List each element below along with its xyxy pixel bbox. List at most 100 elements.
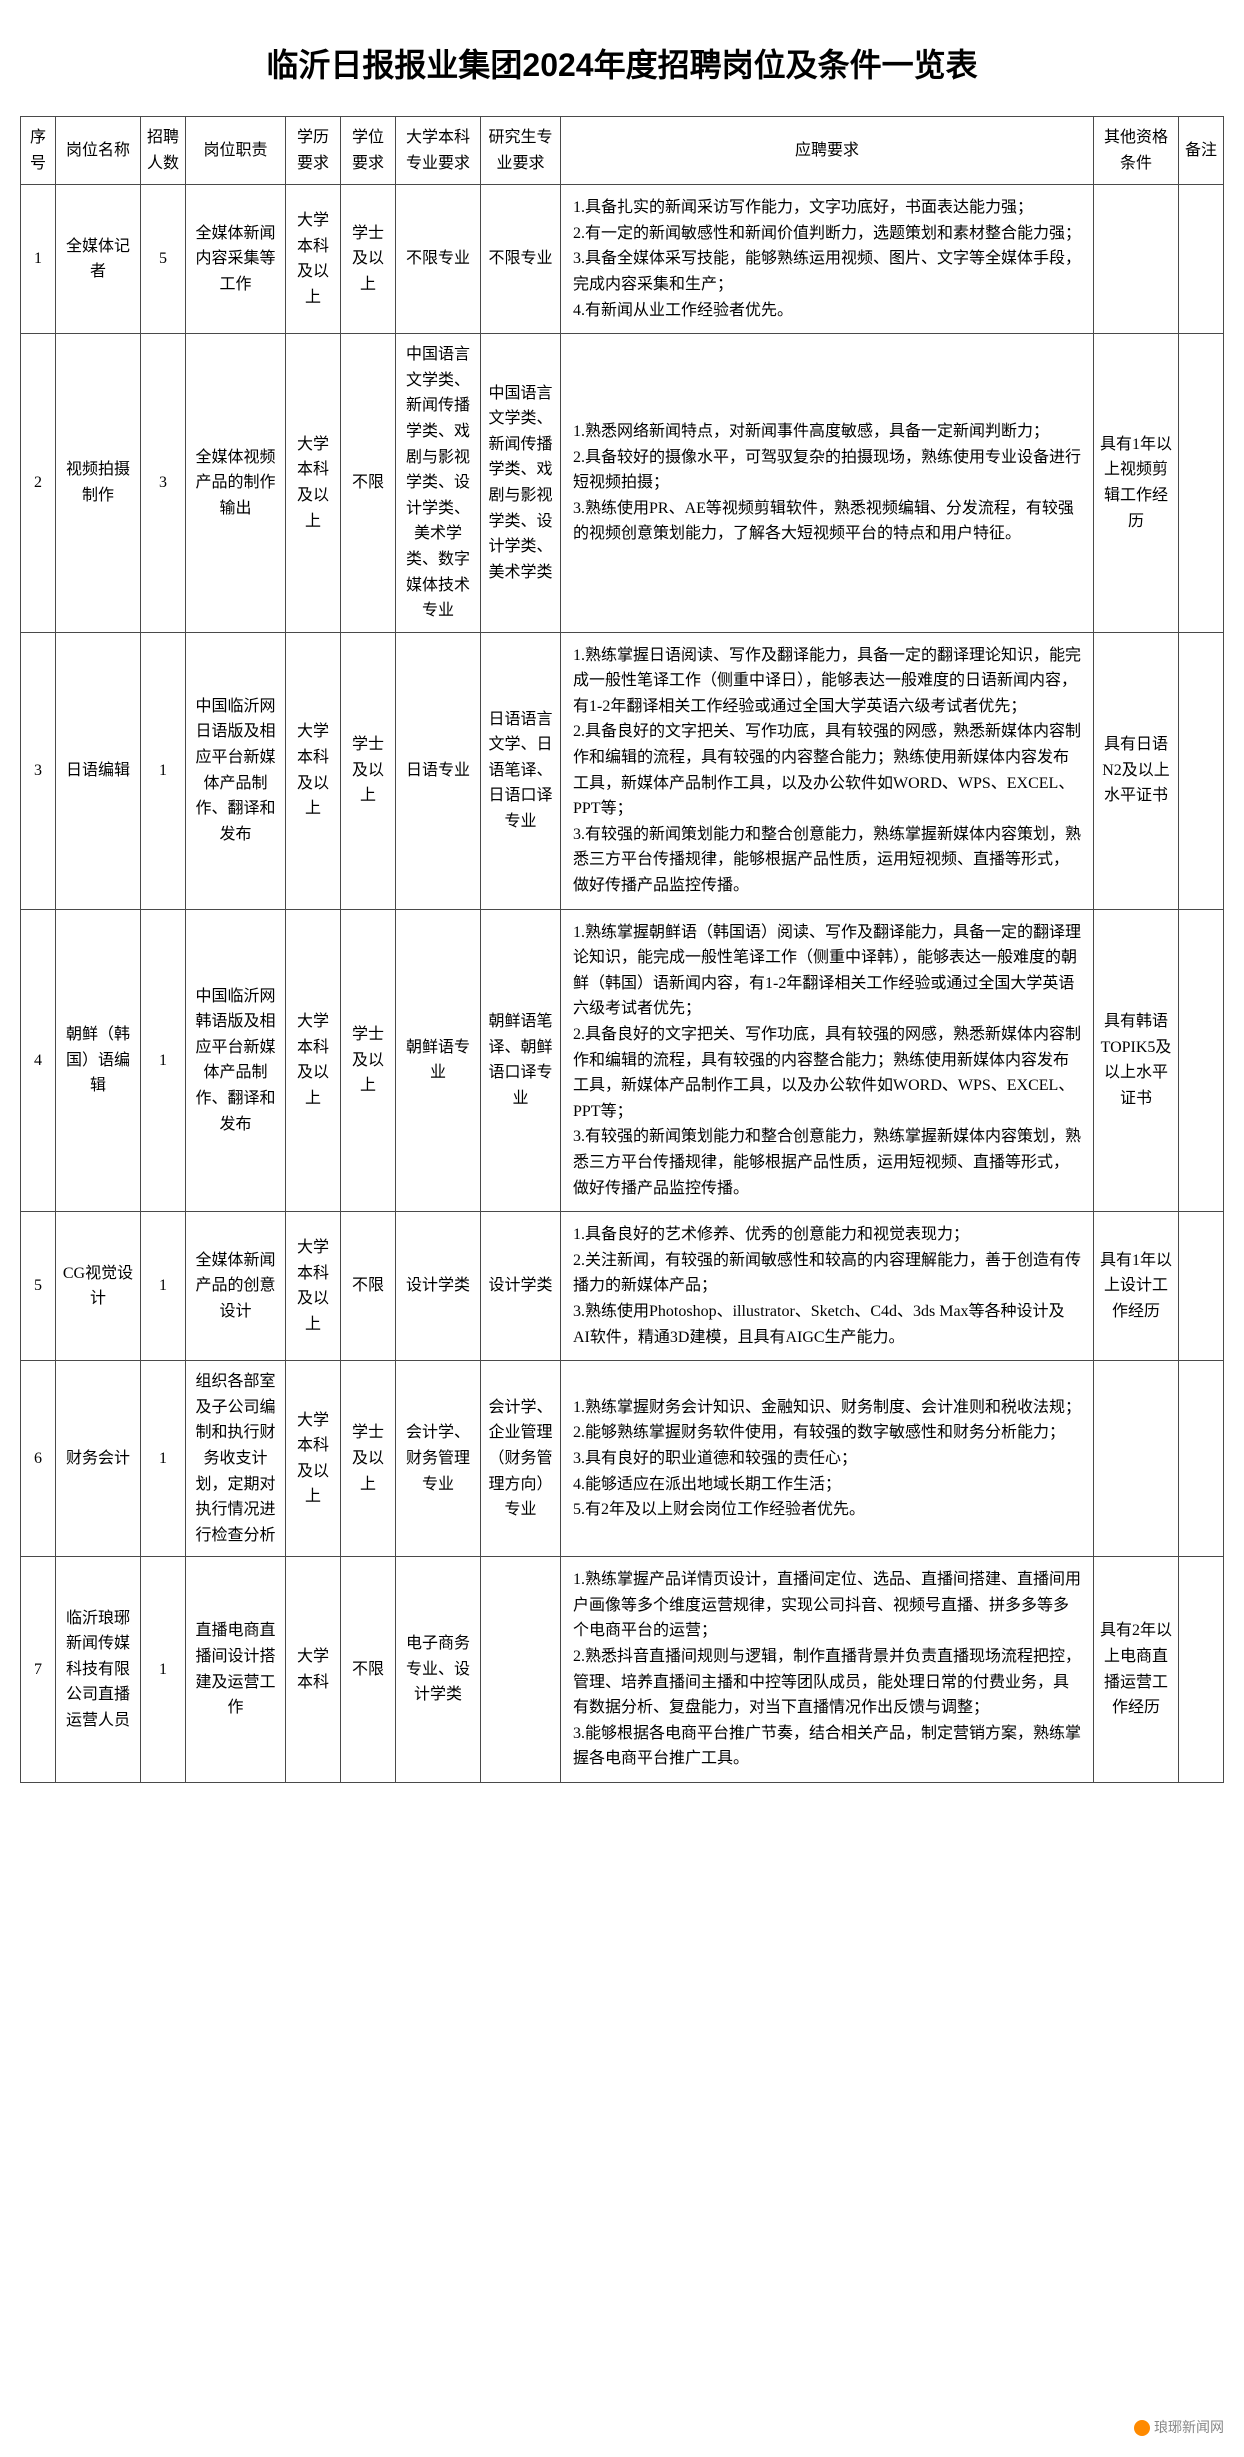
cell-no: 6 (21, 1361, 56, 1557)
cell-degree: 学士及以上 (341, 909, 396, 1212)
requirement-line: 1.熟练掌握产品详情页设计，直播间定位、选品、直播间搭建、直播间用户画像等多个维… (573, 1567, 1081, 1644)
cell-bachelor-major: 会计学、财务管理专业 (396, 1361, 481, 1557)
requirement-line: 3.有较强的新闻策划能力和整合创意能力，熟练掌握新媒体内容策划，熟悉三方平台传播… (573, 1124, 1081, 1201)
cell-degree: 不限 (341, 1557, 396, 1783)
cell-count: 1 (141, 1557, 186, 1783)
requirement-line: 1.熟练掌握日语阅读、写作及翻译能力，具备一定的翻译理论知识，能完成一般性笔译工… (573, 643, 1081, 720)
cell-no: 5 (21, 1212, 56, 1361)
requirement-line: 1.熟悉网络新闻特点，对新闻事件高度敏感，具备一定新闻判断力； (573, 419, 1081, 445)
requirement-line: 1.熟练掌握财务会计知识、金融知识、财务制度、会计准则和税收法规； (573, 1395, 1081, 1421)
cell-duty: 中国临沂网韩语版及相应平台新媒体产品制作、翻译和发布 (186, 909, 286, 1212)
requirement-line: 2.熟悉抖音直播间规则与逻辑，制作直播背景并负责直播现场流程把控，管理、培养直播… (573, 1644, 1081, 1721)
cell-degree: 不限 (341, 1212, 396, 1361)
cell-duty: 中国临沂网日语版及相应平台新媒体产品制作、翻译和发布 (186, 632, 286, 909)
cell-requirements: 1.熟练掌握产品详情页设计，直播间定位、选品、直播间搭建、直播间用户画像等多个维… (561, 1557, 1094, 1783)
requirement-line: 2.有一定的新闻敏感性和新闻价值判断力，选题策划和素材整合能力强； (573, 221, 1081, 247)
table-row: 6财务会计1组织各部室及子公司编制和执行财务收支计划，定期对执行情况进行检查分析… (21, 1361, 1224, 1557)
cell-no: 3 (21, 632, 56, 909)
cell-grad-major: 不限专业 (481, 185, 561, 334)
requirement-line: 2.具备较好的摄像水平，可驾驭复杂的拍摄现场，熟练使用专业设备进行短视频拍摄； (573, 445, 1081, 496)
cell-duty: 组织各部室及子公司编制和执行财务收支计划，定期对执行情况进行检查分析 (186, 1361, 286, 1557)
cell-name: 全媒体记者 (56, 185, 141, 334)
cell-name: 临沂琅琊新闻传媒科技有限公司直播运营人员 (56, 1557, 141, 1783)
cell-duty: 全媒体视频产品的制作输出 (186, 334, 286, 633)
cell-name: 财务会计 (56, 1361, 141, 1557)
cell-other: 具有2年以上电商直播运营工作经历 (1094, 1557, 1179, 1783)
cell-remark (1179, 1361, 1224, 1557)
requirement-line: 3.熟练使用PR、AE等视频剪辑软件，熟悉视频编辑、分发流程，有较强的视频创意策… (573, 496, 1081, 547)
cell-edu: 大学本科及以上 (286, 632, 341, 909)
cell-duty: 全媒体新闻内容采集等工作 (186, 185, 286, 334)
cell-requirements: 1.熟练掌握朝鲜语（韩国语）阅读、写作及翻译能力，具备一定的翻译理论知识，能完成… (561, 909, 1094, 1212)
cell-name: CG视觉设计 (56, 1212, 141, 1361)
cell-edu: 大学本科及以上 (286, 334, 341, 633)
cell-count: 3 (141, 334, 186, 633)
cell-grad-major (481, 1557, 561, 1783)
col-header-name: 岗位名称 (56, 117, 141, 185)
requirement-line: 3.能够根据各电商平台推广节奏，结合相关产品，制定营销方案，熟练掌握各电商平台推… (573, 1721, 1081, 1772)
col-header-remark: 备注 (1179, 117, 1224, 185)
col-header-req: 应聘要求 (561, 117, 1094, 185)
cell-grad-major: 中国语言文学类、新闻传播学类、戏剧与影视学类、设计学类、美术学类 (481, 334, 561, 633)
table-row: 2视频拍摄制作3全媒体视频产品的制作输出大学本科及以上不限中国语言文学类、新闻传… (21, 334, 1224, 633)
cell-name: 朝鲜（韩国）语编辑 (56, 909, 141, 1212)
requirement-line: 3.熟练使用Photoshop、illustrator、Sketch、C4d、3… (573, 1299, 1081, 1350)
requirement-line: 3.有较强的新闻策划能力和整合创意能力，熟练掌握新媒体内容策划，熟悉三方平台传播… (573, 822, 1081, 899)
table-row: 7临沂琅琊新闻传媒科技有限公司直播运营人员1直播电商直播间设计搭建及运营工作大学… (21, 1557, 1224, 1783)
requirement-line: 1.具备扎实的新闻采访写作能力，文字功底好，书面表达能力强； (573, 195, 1081, 221)
cell-other (1094, 1361, 1179, 1557)
col-header-grad: 研究生专业要求 (481, 117, 561, 185)
col-header-edu: 学历要求 (286, 117, 341, 185)
cell-grad-major: 朝鲜语笔译、朝鲜语口译专业 (481, 909, 561, 1212)
cell-count: 1 (141, 909, 186, 1212)
cell-other: 具有日语N2及以上水平证书 (1094, 632, 1179, 909)
cell-remark (1179, 1212, 1224, 1361)
cell-other (1094, 185, 1179, 334)
cell-edu: 大学本科 (286, 1557, 341, 1783)
col-header-duty: 岗位职责 (186, 117, 286, 185)
col-header-count: 招聘人数 (141, 117, 186, 185)
table-row: 1全媒体记者5全媒体新闻内容采集等工作大学本科及以上学士及以上不限专业不限专业1… (21, 185, 1224, 334)
cell-degree: 学士及以上 (341, 1361, 396, 1557)
cell-duty: 直播电商直播间设计搭建及运营工作 (186, 1557, 286, 1783)
watermark: 琅琊新闻网 (1134, 2417, 1224, 2437)
cell-count: 1 (141, 1212, 186, 1361)
cell-degree: 学士及以上 (341, 632, 396, 909)
requirement-line: 2.能够熟练掌握财务软件使用，有较强的数字敏感性和财务分析能力； (573, 1420, 1081, 1446)
page-title: 临沂日报报业集团2024年度招聘岗位及条件一览表 (20, 40, 1224, 86)
requirement-line: 3.具备全媒体采写技能，能够熟练运用视频、图片、文字等全媒体手段，完成内容采集和… (573, 246, 1081, 297)
table-row: 4朝鲜（韩国）语编辑1中国临沂网韩语版及相应平台新媒体产品制作、翻译和发布大学本… (21, 909, 1224, 1212)
requirement-line: 3.具有良好的职业道德和较强的责任心； (573, 1446, 1081, 1472)
cell-remark (1179, 1557, 1224, 1783)
col-header-bachelor: 大学本科专业要求 (396, 117, 481, 185)
cell-requirements: 1.熟悉网络新闻特点，对新闻事件高度敏感，具备一定新闻判断力；2.具备较好的摄像… (561, 334, 1094, 633)
table-header-row: 序号 岗位名称 招聘人数 岗位职责 学历要求 学位要求 大学本科专业要求 研究生… (21, 117, 1224, 185)
cell-bachelor-major: 日语专业 (396, 632, 481, 909)
requirement-line: 1.具备良好的艺术修养、优秀的创意能力和视觉表现力； (573, 1222, 1081, 1248)
requirement-line: 2.具备良好的文字把关、写作功底，具有较强的网感，熟悉新媒体内容制作和编辑的流程… (573, 1022, 1081, 1124)
cell-edu: 大学本科及以上 (286, 1212, 341, 1361)
cell-count: 1 (141, 632, 186, 909)
col-header-no: 序号 (21, 117, 56, 185)
requirement-line: 4.有新闻从业工作经验者优先。 (573, 298, 1081, 324)
cell-grad-major: 日语语言文学、日语笔译、日语口译专业 (481, 632, 561, 909)
table-row: 5CG视觉设计1全媒体新闻产品的创意设计大学本科及以上不限设计学类设计学类1.具… (21, 1212, 1224, 1361)
cell-grad-major: 设计学类 (481, 1212, 561, 1361)
cell-remark (1179, 185, 1224, 334)
col-header-degree: 学位要求 (341, 117, 396, 185)
cell-grad-major: 会计学、企业管理（财务管理方向）专业 (481, 1361, 561, 1557)
cell-count: 1 (141, 1361, 186, 1557)
cell-remark (1179, 334, 1224, 633)
watermark-text: 琅琊新闻网 (1154, 2419, 1224, 2435)
cell-no: 1 (21, 185, 56, 334)
requirement-line: 5.有2年及以上财会岗位工作经验者优先。 (573, 1497, 1081, 1523)
cell-degree: 学士及以上 (341, 185, 396, 334)
cell-remark (1179, 632, 1224, 909)
cell-name: 视频拍摄制作 (56, 334, 141, 633)
cell-other: 具有韩语TOPIK5及以上水平证书 (1094, 909, 1179, 1212)
cell-other: 具有1年以上视频剪辑工作经历 (1094, 334, 1179, 633)
requirement-line: 1.熟练掌握朝鲜语（韩国语）阅读、写作及翻译能力，具备一定的翻译理论知识，能完成… (573, 920, 1081, 1022)
cell-duty: 全媒体新闻产品的创意设计 (186, 1212, 286, 1361)
cell-degree: 不限 (341, 334, 396, 633)
cell-count: 5 (141, 185, 186, 334)
